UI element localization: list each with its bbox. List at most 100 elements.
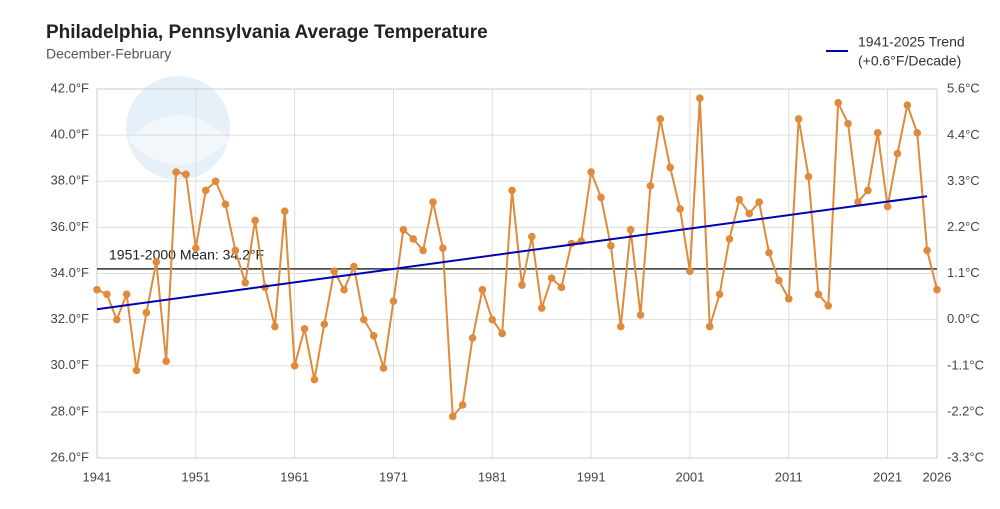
data-point: [537, 304, 546, 312]
data-point: [834, 99, 842, 107]
data-point: [221, 200, 230, 209]
data-point: [844, 119, 852, 128]
data-point: [864, 186, 872, 195]
data-point: [804, 172, 813, 181]
y-tick-label: 36.0°F: [51, 219, 90, 234]
data-point: [429, 198, 437, 206]
data-point: [814, 290, 823, 299]
data-point: [320, 320, 329, 329]
data-point: [755, 198, 763, 206]
y-tick-label: 40.0°F: [51, 127, 90, 142]
x-tick-label: 1981: [478, 469, 507, 484]
data-point: [873, 129, 882, 137]
temperature-line: [96, 98, 938, 420]
data-point: [616, 322, 625, 331]
x-tick-label: 1941: [83, 469, 112, 484]
data-point: [794, 115, 803, 123]
data-point: [409, 235, 418, 243]
data-point: [656, 115, 665, 123]
data-point: [300, 325, 309, 333]
data-point: [725, 235, 734, 243]
x-tick-label: 1971: [379, 469, 408, 484]
data-point: [547, 274, 556, 282]
data-point: [646, 182, 655, 190]
y-tick-label: 42.0°F: [51, 80, 90, 95]
data-point: [745, 209, 754, 218]
data-point: [557, 283, 566, 292]
data-point: [528, 232, 536, 241]
data-point: [103, 290, 111, 299]
data-point: [626, 225, 635, 234]
data-point: [162, 357, 170, 365]
data-point: [448, 412, 457, 421]
y-tick-label: 30.0°F: [51, 357, 90, 372]
data-point: [597, 193, 605, 202]
x-tick-label: 2001: [675, 469, 704, 484]
data-point: [310, 375, 319, 384]
y2-tick-label: 1.1°C: [947, 265, 980, 280]
data-point: [468, 334, 477, 342]
mean-label: 1951-2000 Mean: 34.2°F: [109, 247, 264, 263]
data-point: [636, 311, 645, 319]
data-point: [340, 285, 348, 294]
trend-line: [96, 195, 928, 311]
data-point: [498, 329, 506, 338]
chart-title: Philadelphia, Pennsylvania Average Tempe…: [46, 22, 488, 43]
data-point: [765, 248, 773, 257]
data-point: [192, 244, 200, 252]
data-point: [201, 186, 210, 195]
data-point: [419, 246, 427, 255]
x-tick-label: 1951: [181, 469, 210, 484]
y-tick-label: 32.0°F: [51, 311, 90, 326]
x-tick-label: 1961: [280, 469, 309, 484]
data-point: [676, 205, 684, 213]
data-point: [172, 168, 180, 176]
y2-tick-label: 0.0°C: [947, 311, 980, 326]
y2-tick-label: -2.2°C: [947, 403, 984, 418]
data-point: [152, 258, 161, 266]
data-point: [686, 267, 694, 275]
y-tick-label: 26.0°F: [51, 449, 90, 464]
data-point: [439, 244, 447, 252]
y2-tick-label: -3.3°C: [947, 449, 984, 464]
data-point: [518, 281, 526, 289]
data-point: [696, 94, 704, 103]
legend-label: 1941-2025 Trend: [858, 34, 965, 50]
data-point: [784, 295, 793, 303]
data-point: [933, 285, 941, 294]
data-point: [360, 315, 368, 324]
y2-tick-label: 3.3°C: [947, 173, 980, 188]
data-point: [883, 202, 892, 211]
data-point: [923, 246, 931, 255]
data-point: [488, 315, 497, 324]
data-point: [132, 366, 141, 375]
y-tick-label: 38.0°F: [51, 173, 90, 188]
data-point: [251, 216, 259, 225]
data-point: [93, 285, 101, 294]
data-point: [350, 262, 358, 271]
legend-note: (+0.6°F/Decade): [858, 53, 961, 69]
data-point: [458, 401, 467, 409]
data-point: [893, 149, 902, 158]
data-point: [182, 170, 190, 179]
x-tick-label: 2011: [775, 469, 803, 484]
data-point: [824, 301, 833, 310]
data-point: [290, 361, 299, 370]
data-point: [271, 322, 279, 331]
data-point: [389, 297, 398, 305]
noaa-logo: [126, 76, 230, 180]
data-point: [587, 168, 595, 176]
data-point: [735, 195, 744, 204]
data-point: [112, 315, 121, 324]
data-point: [379, 364, 388, 372]
data-point: [241, 278, 250, 287]
data-point: [122, 290, 131, 299]
data-point: [508, 186, 516, 195]
data-point: [705, 322, 714, 331]
data-point: [369, 331, 378, 340]
data-point: [142, 308, 151, 317]
data-point: [231, 246, 240, 255]
data-point: [330, 267, 338, 275]
data-point: [715, 290, 724, 299]
